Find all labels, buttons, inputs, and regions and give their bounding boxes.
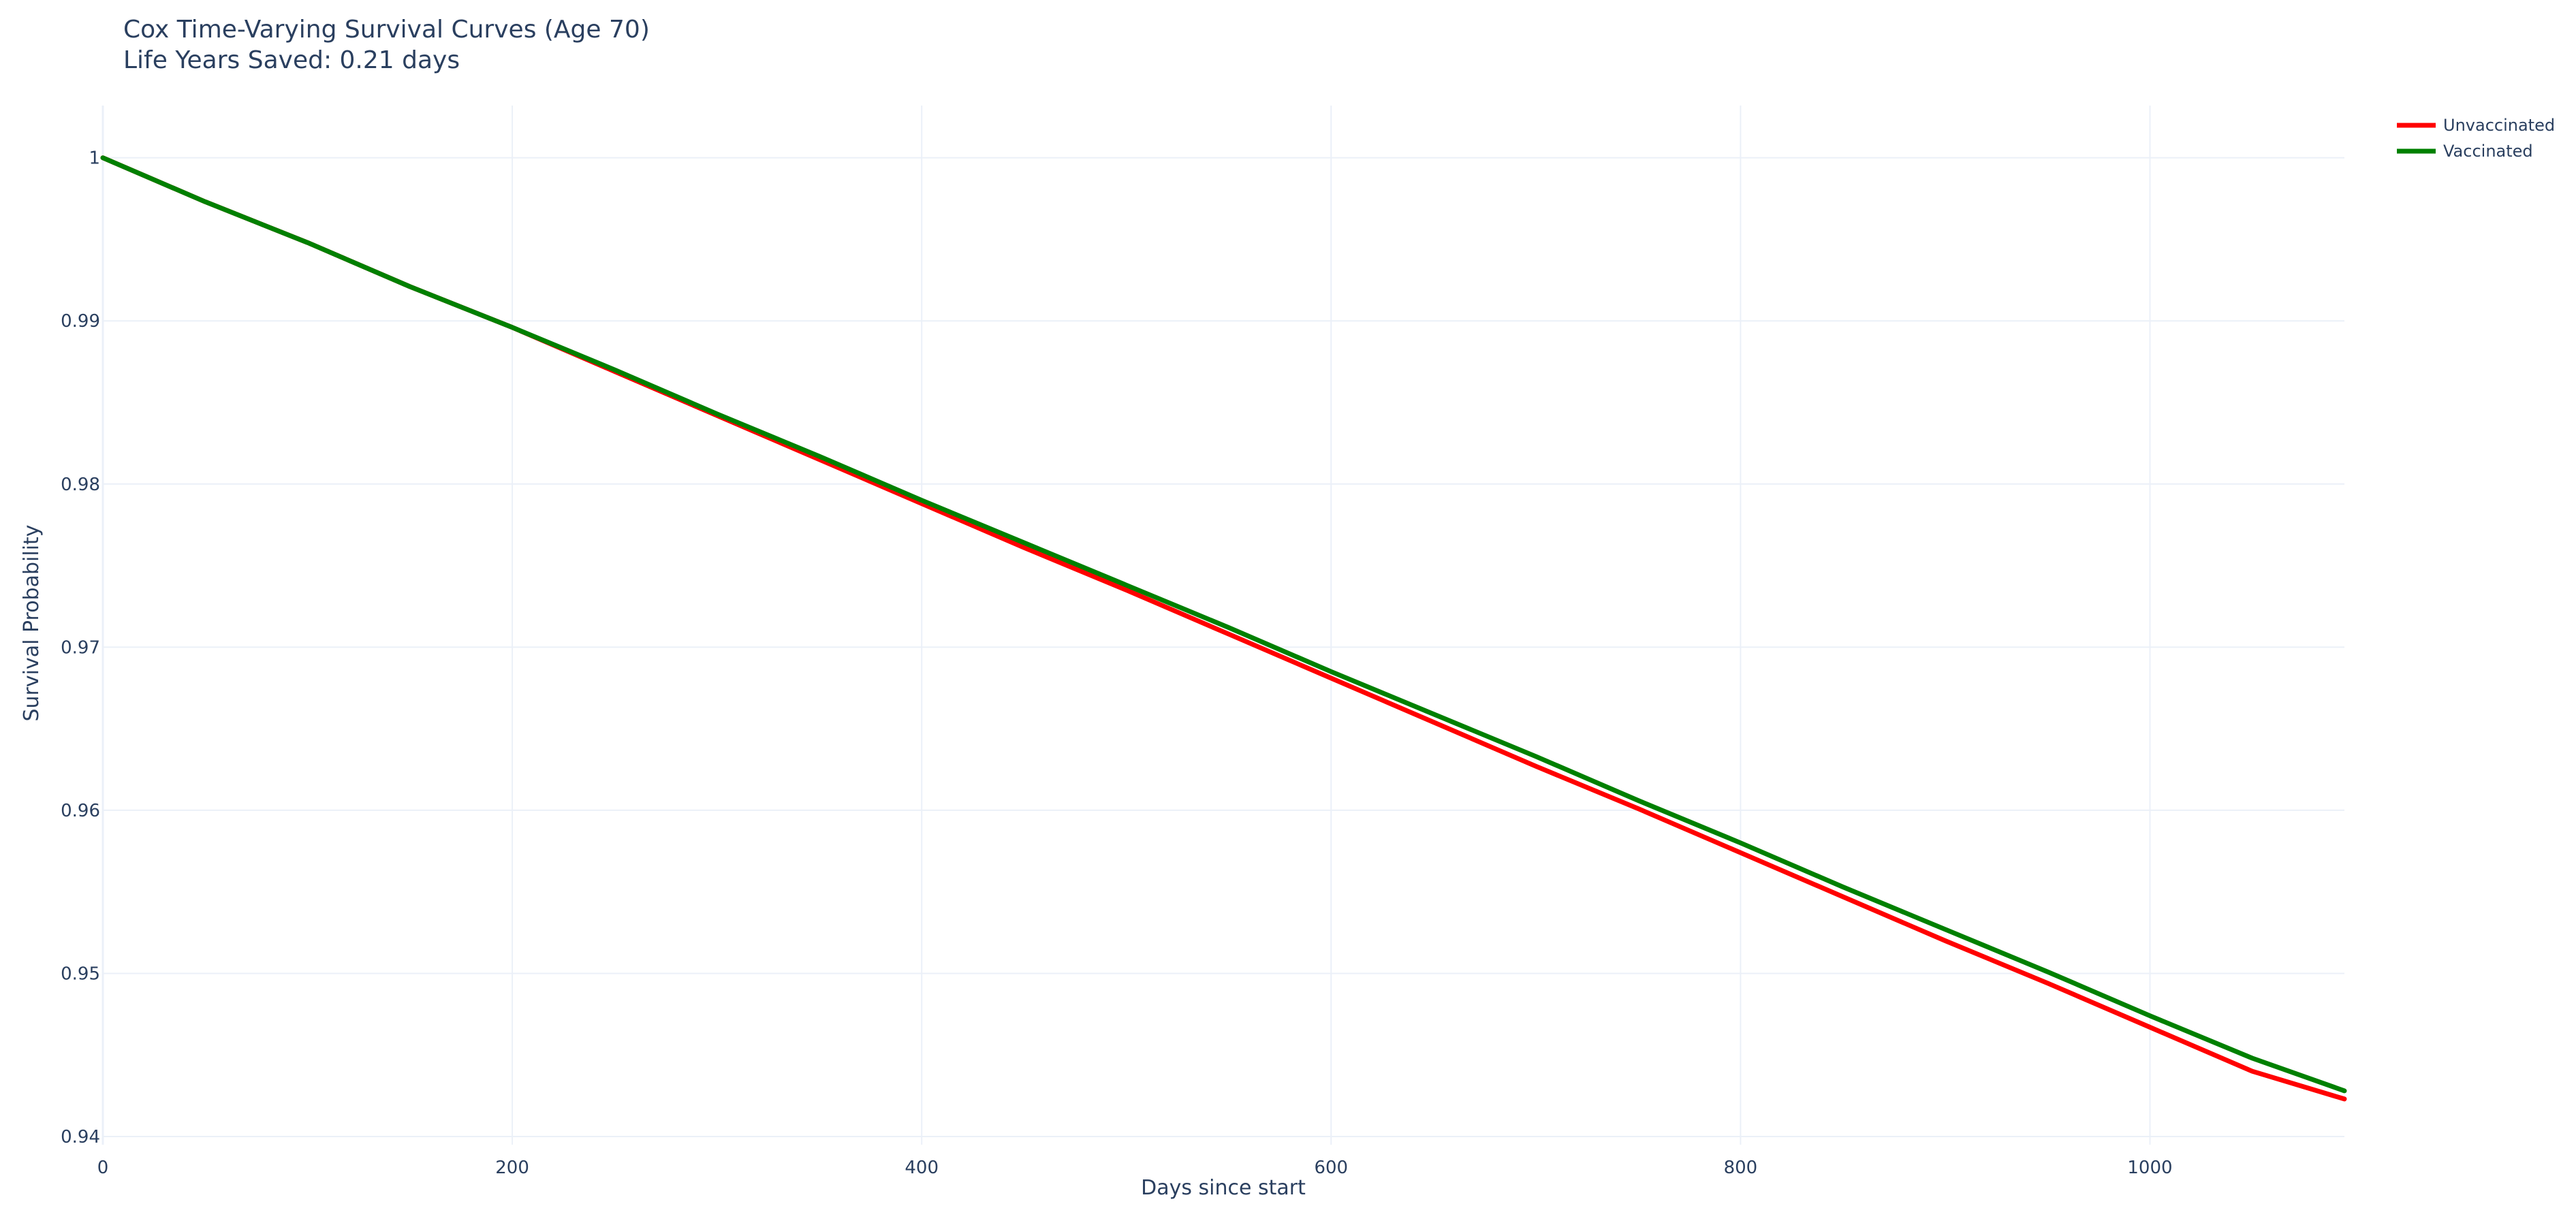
x-tick-label: 0 bbox=[97, 1158, 109, 1178]
y-axis-ticks: 0.94 0.95 0.96 0.97 0.98 0.99 1 bbox=[61, 148, 100, 1147]
x-tick-label: 600 bbox=[1314, 1158, 1348, 1178]
chart-title: Cox Time-Varying Survival Curves (Age 70… bbox=[123, 16, 650, 44]
legend-item-vaccinated[interactable]: Vaccinated bbox=[2397, 142, 2533, 161]
y-axis-title: Survival Probability bbox=[20, 524, 44, 721]
y-tick-label: 0.97 bbox=[61, 637, 100, 658]
y-tick-label: 0.96 bbox=[61, 801, 100, 821]
y-tick-label: 0.95 bbox=[61, 964, 100, 984]
x-tick-label: 800 bbox=[1724, 1158, 1758, 1178]
legend: Unvaccinated Vaccinated bbox=[2397, 116, 2555, 161]
y-tick-label: 0.94 bbox=[61, 1127, 100, 1147]
legend-label: Unvaccinated bbox=[2443, 116, 2555, 135]
series-layer bbox=[100, 155, 2347, 1102]
legend-label: Vaccinated bbox=[2443, 142, 2533, 161]
x-axis-title: Days since start bbox=[1141, 1176, 1306, 1200]
x-tick-label: 200 bbox=[495, 1158, 529, 1178]
chart-subtitle: Life Years Saved: 0.21 days bbox=[123, 46, 460, 74]
gridlines bbox=[101, 106, 2344, 1145]
x-tick-label: 400 bbox=[905, 1158, 939, 1178]
y-tick-label: 0.98 bbox=[61, 475, 100, 495]
y-tick-label: 0.99 bbox=[61, 311, 100, 332]
x-axis-ticks: 0 200 400 600 800 1000 bbox=[97, 1158, 2173, 1178]
legend-item-unvaccinated[interactable]: Unvaccinated bbox=[2397, 116, 2555, 135]
y-tick-label: 1 bbox=[89, 148, 100, 169]
x-tick-label: 1000 bbox=[2127, 1158, 2172, 1178]
series-line-vaccinated bbox=[100, 155, 2347, 1094]
